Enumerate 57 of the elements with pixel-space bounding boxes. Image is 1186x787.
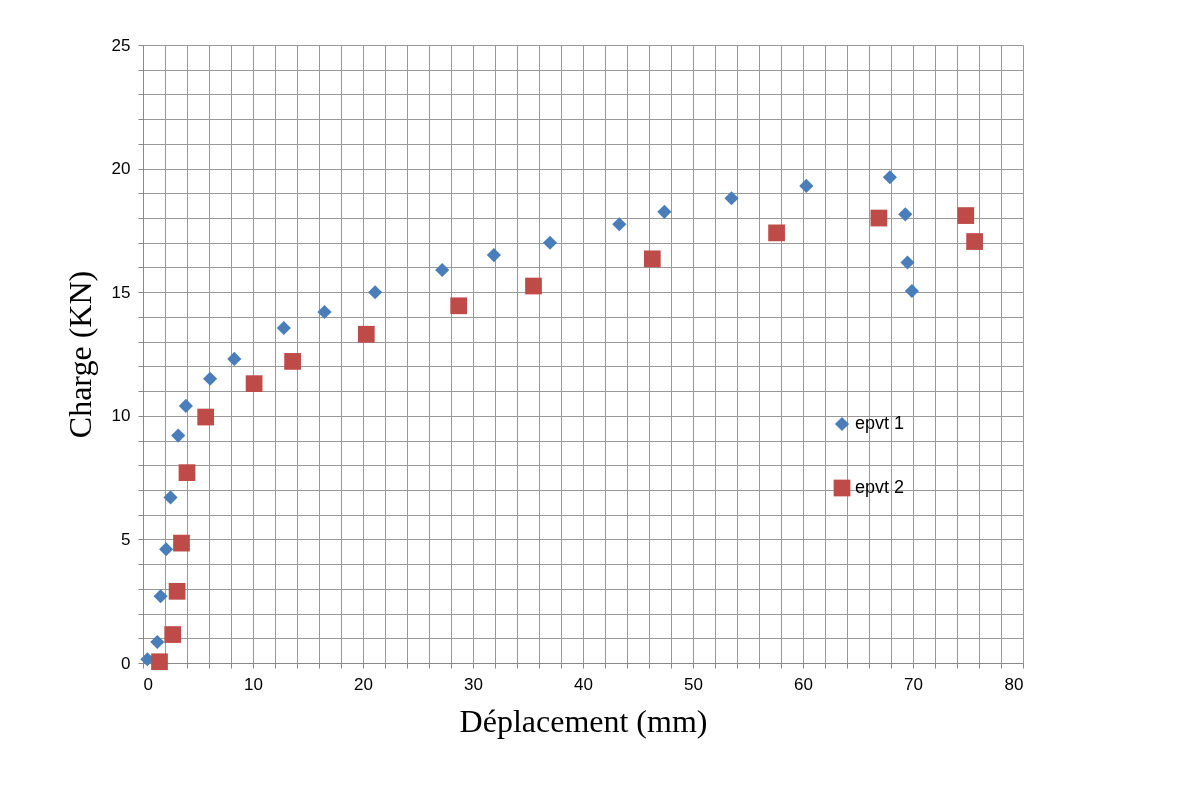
- point: [643, 250, 661, 268]
- point: [724, 191, 739, 206]
- point: [203, 371, 218, 386]
- point: [882, 170, 897, 185]
- legend-label: epvt 2: [855, 477, 905, 497]
- point: [799, 178, 814, 193]
- y-tick-label: 15: [111, 282, 131, 302]
- point: [276, 320, 291, 336]
- y-tick-label: 10: [111, 406, 131, 426]
- x-tick-label: 80: [1004, 674, 1024, 694]
- point: [173, 534, 190, 552]
- point: [357, 325, 375, 343]
- y-tick-label: 5: [121, 529, 131, 549]
- point: [486, 248, 501, 263]
- point: [900, 255, 915, 270]
- y-tick-label: 20: [111, 159, 131, 179]
- point: [957, 207, 975, 224]
- x-tick-label: 70: [904, 674, 923, 694]
- y-tick-label: 25: [111, 35, 131, 55]
- point: [368, 285, 383, 300]
- x-axis-title: Déplacement (mm): [459, 702, 708, 739]
- point: [317, 304, 332, 320]
- point: [284, 353, 301, 370]
- point: [153, 589, 168, 604]
- point: [435, 262, 450, 278]
- point: [245, 375, 263, 393]
- point: [450, 297, 468, 315]
- x-tick-label: 40: [574, 674, 593, 694]
- point: [178, 398, 193, 413]
- x-tick-label: 30: [464, 674, 483, 694]
- point: [525, 277, 542, 295]
- point: [898, 207, 913, 222]
- x-tick-label: 10: [244, 674, 263, 694]
- point: [151, 653, 168, 671]
- y-axis-title: Charge (KN): [61, 270, 98, 439]
- point: [163, 490, 178, 505]
- point: [870, 209, 888, 227]
- point: [150, 634, 165, 650]
- point: [164, 626, 182, 643]
- point: [178, 464, 196, 482]
- y-tick-label: 0: [121, 653, 131, 673]
- x-tick-label: 50: [684, 674, 703, 694]
- point: [904, 283, 919, 299]
- point: [542, 235, 558, 250]
- x-tick-label: 20: [354, 674, 373, 694]
- point: [657, 204, 672, 219]
- point: [768, 224, 785, 242]
- x-tick-label: 0: [143, 674, 153, 694]
- point: [227, 351, 242, 367]
- point: [171, 428, 186, 443]
- legend-label: epvt 1: [855, 413, 905, 433]
- x-tick-label: 60: [794, 674, 813, 694]
- point: [159, 542, 174, 557]
- point: [197, 408, 215, 426]
- point: [168, 582, 186, 600]
- point: [966, 233, 983, 250]
- point: [612, 217, 627, 232]
